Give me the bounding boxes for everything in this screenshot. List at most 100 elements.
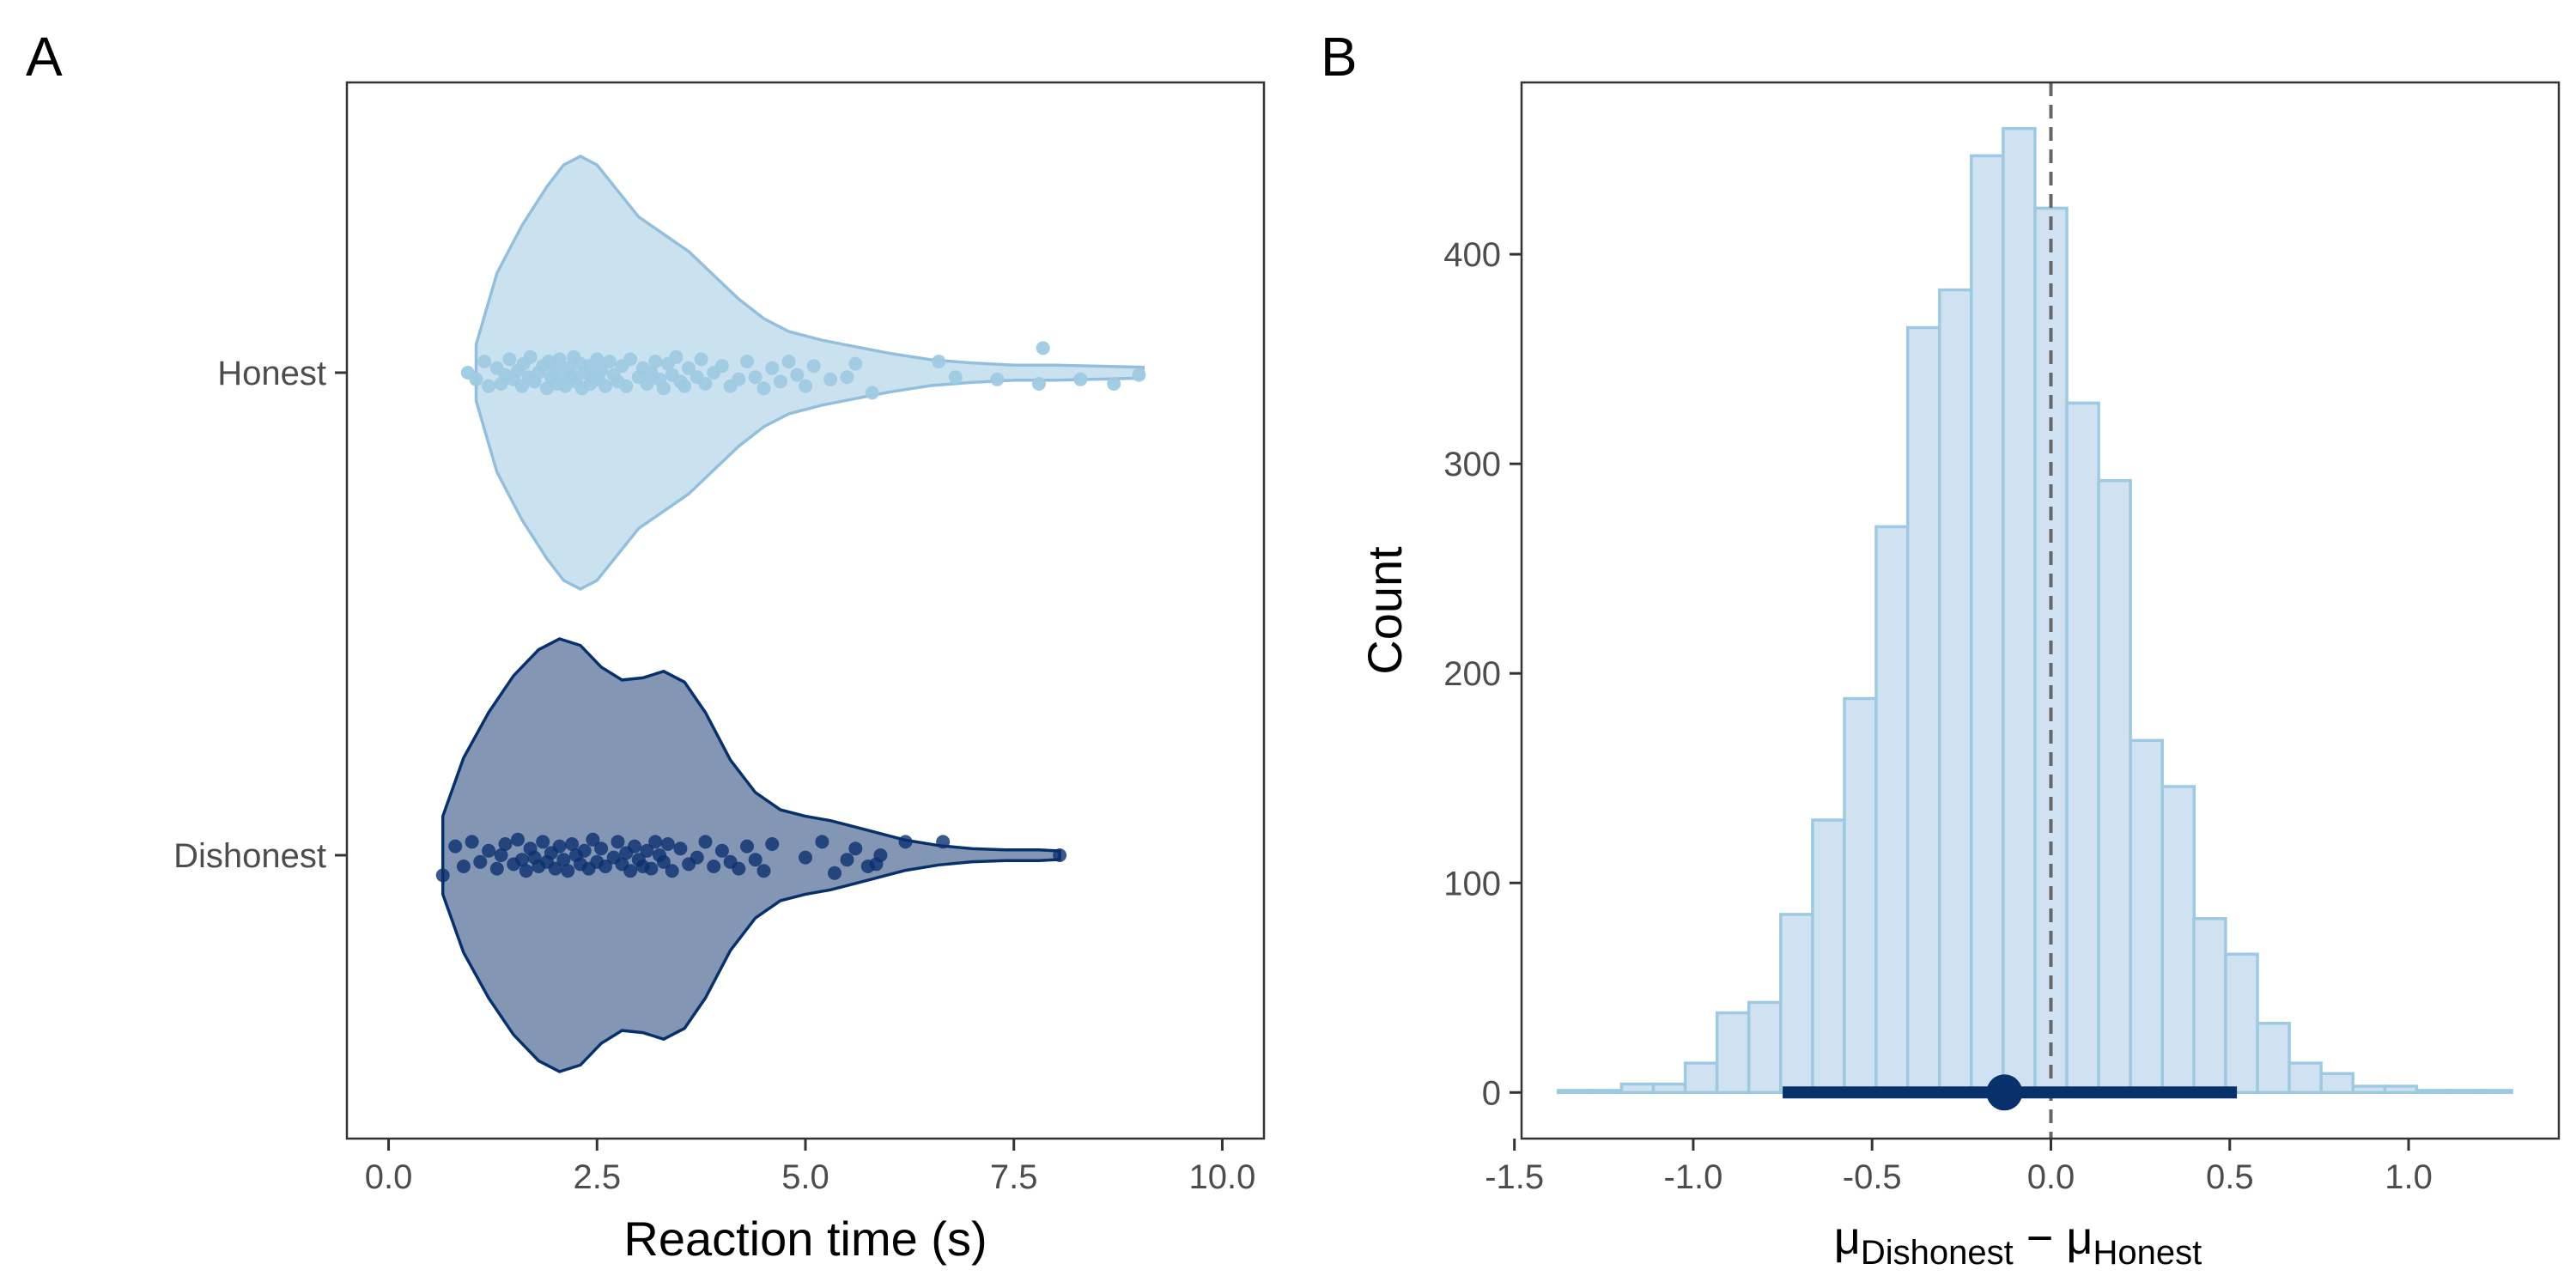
histogram-x-axis-title: μDishonest − μHonest	[1834, 1212, 2202, 1272]
point-honest	[932, 355, 946, 368]
point-honest	[502, 352, 517, 367]
point-dishonest	[435, 868, 450, 883]
point-dishonest	[756, 864, 771, 878]
point-dishonest	[714, 843, 729, 858]
point-honest	[648, 355, 663, 368]
point-dishonest	[448, 839, 463, 854]
point-dishonest	[648, 835, 663, 849]
point-honest	[840, 370, 854, 385]
y-tick-label: 300	[1443, 446, 1501, 483]
point-dishonest	[611, 835, 625, 849]
point-dishonest	[465, 835, 479, 849]
point-dishonest	[640, 843, 654, 858]
histogram-bar	[2129, 738, 2164, 1095]
point-estimate	[1986, 1074, 2023, 1111]
histogram-bar	[1651, 1082, 1687, 1095]
point-honest	[602, 355, 617, 368]
point-dishonest	[660, 837, 675, 851]
histogram-bar	[1938, 288, 1973, 1095]
mu-honest-subscript: Honest	[2093, 1234, 2202, 1272]
point-honest	[523, 349, 538, 364]
point-honest	[1031, 377, 1046, 391]
histogram-bar	[1970, 154, 2005, 1095]
point-dishonest	[656, 854, 671, 869]
point-dishonest	[698, 835, 713, 849]
panel-a-label: A	[26, 26, 63, 88]
point-dishonest	[936, 835, 951, 849]
histogram-bar	[2002, 126, 2037, 1095]
point-honest	[806, 359, 821, 374]
point-dishonest	[494, 848, 508, 862]
y-tick-label-honest: Honest	[217, 355, 326, 392]
histogram-bar	[1683, 1061, 1719, 1095]
x-tick-label: 10.0	[1189, 1158, 1256, 1196]
x-tick-label: 0.0	[2027, 1158, 2075, 1196]
point-dishonest	[598, 860, 612, 873]
point-honest	[1036, 341, 1050, 355]
point-dishonest	[456, 860, 471, 873]
point-honest	[656, 381, 671, 396]
point-honest	[548, 363, 562, 378]
histogram-bar	[1843, 696, 1878, 1095]
point-honest	[756, 381, 771, 396]
point-dishonest	[665, 864, 679, 878]
point-dishonest	[815, 835, 829, 849]
point-dishonest	[690, 850, 704, 865]
point-dishonest	[628, 839, 641, 854]
y-tick-label: 100	[1443, 865, 1501, 902]
point-dishonest	[828, 866, 841, 880]
x-tick-label: -1.0	[1663, 1158, 1722, 1196]
histogram-bar	[2065, 401, 2100, 1095]
point-honest	[765, 361, 780, 375]
histogram-bar	[2446, 1089, 2482, 1095]
histogram-y-axis-title: Count	[1358, 546, 1412, 675]
histogram-bar	[2192, 917, 2227, 1095]
point-dishonest	[623, 864, 638, 878]
point-dishonest	[799, 850, 812, 865]
histogram-bar	[1589, 1089, 1624, 1095]
histogram-bar	[1811, 818, 1846, 1095]
x-tick-label: 7.5	[990, 1158, 1038, 1196]
violin-panel: Honest Dishonest 0.0 2.5 5.0 7.5 10.0 Reaction…	[173, 81, 1266, 1266]
point-honest	[865, 386, 879, 400]
point-dishonest	[594, 841, 609, 856]
point-honest	[619, 379, 634, 393]
point-honest	[698, 377, 713, 391]
histogram-bar	[2319, 1072, 2354, 1095]
histogram-bar	[2224, 952, 2259, 1095]
point-honest	[590, 352, 605, 367]
point-dishonest	[586, 832, 600, 847]
point-honest	[669, 349, 683, 364]
point-dishonest	[748, 853, 762, 867]
point-honest	[558, 379, 573, 393]
point-honest	[1132, 368, 1146, 382]
point-honest	[1073, 372, 1088, 386]
point-honest	[799, 379, 812, 393]
histogram-bar	[2415, 1089, 2451, 1095]
point-dishonest	[561, 864, 575, 878]
histogram-bar	[2097, 478, 2132, 1095]
point-honest	[848, 356, 863, 371]
point-dishonest	[482, 843, 496, 858]
violin-x-axis-title: Reaction time (s)	[623, 1212, 987, 1266]
point-dishonest	[536, 835, 550, 849]
histogram-bar	[2351, 1084, 2387, 1095]
point-honest	[482, 379, 496, 393]
point-honest	[694, 352, 708, 367]
difference-minus: −	[2014, 1212, 2067, 1264]
x-tick-label: -0.5	[1843, 1158, 1902, 1196]
x-tick-label: 1.0	[2385, 1158, 2433, 1196]
mu-honest-symbol: μ	[2066, 1212, 2093, 1264]
point-dishonest	[552, 839, 567, 854]
point-honest	[469, 372, 483, 386]
histogram-bar	[2256, 1022, 2291, 1095]
y-tick-label: 200	[1443, 655, 1501, 693]
point-dishonest	[898, 835, 913, 849]
histogram-bar	[1779, 913, 1814, 1095]
point-honest	[790, 368, 805, 382]
point-honest	[640, 377, 654, 391]
point-honest	[990, 372, 1005, 386]
point-honest	[781, 355, 796, 368]
point-dishonest	[577, 843, 592, 858]
